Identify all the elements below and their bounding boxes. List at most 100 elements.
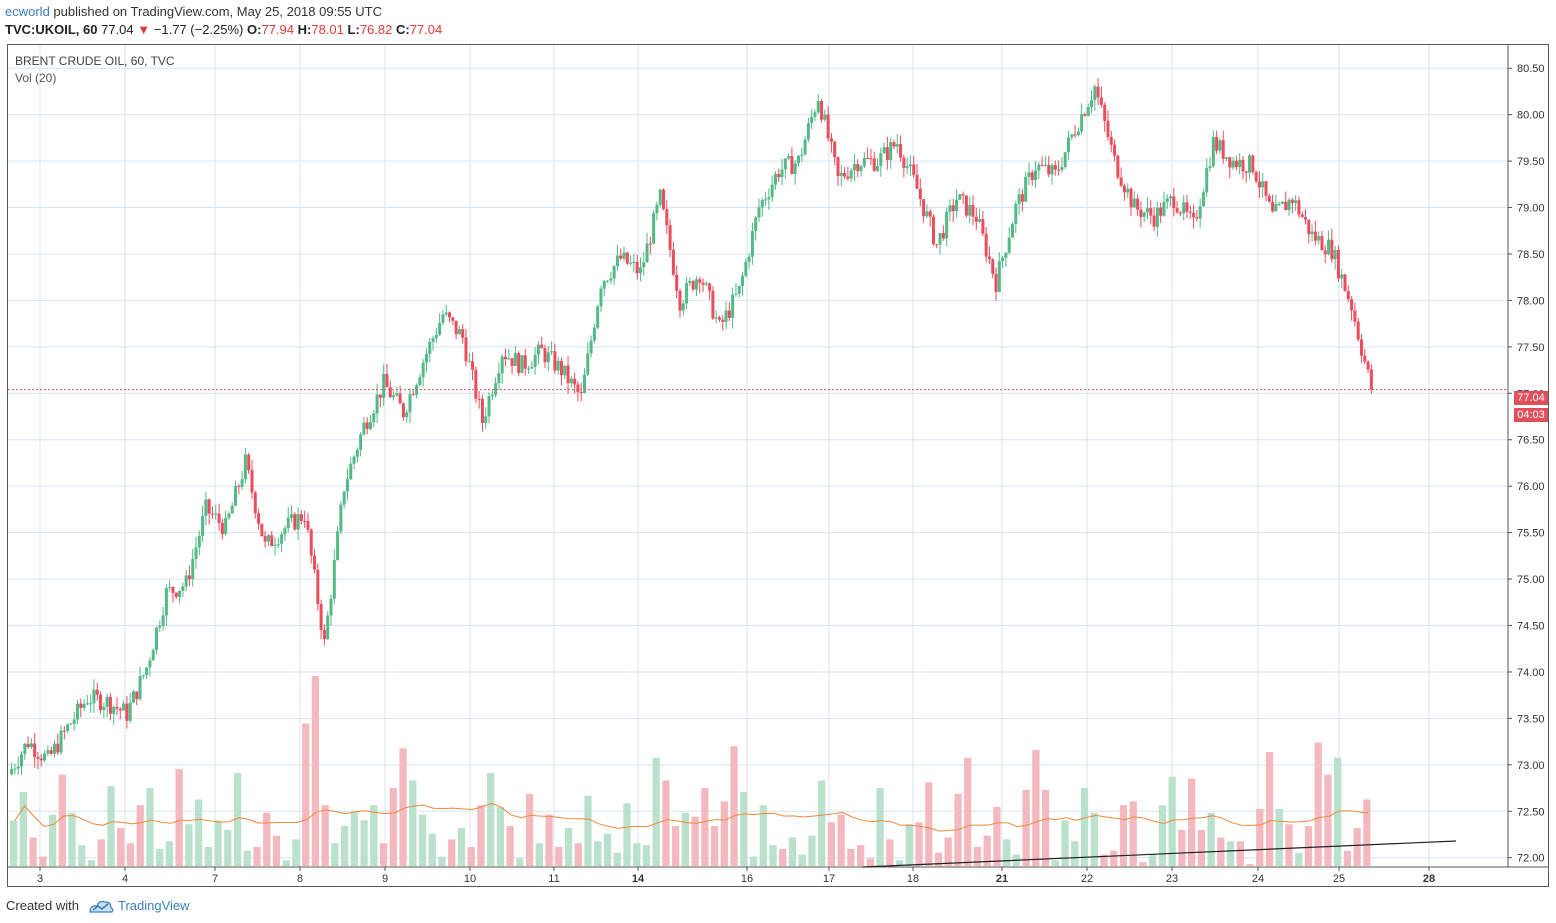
candle-body [151, 649, 155, 661]
candle-body [168, 587, 172, 589]
volume-bar [934, 852, 943, 866]
candle-body [33, 743, 37, 757]
candle [1152, 207, 1156, 232]
y-tick-label: 73.00 [1517, 760, 1545, 772]
volume-bar [1080, 788, 1089, 866]
candle [99, 691, 103, 715]
candle [181, 582, 185, 597]
y-axis-ticks: 72.00 72.50 73.00 73.50 74.00 74.50 75.00 75.50… [1508, 63, 1545, 865]
candle-body [1030, 172, 1034, 181]
x-tick-label: 24 [1252, 873, 1264, 885]
candle-body [1073, 134, 1077, 136]
candle [13, 763, 17, 775]
x-tick-label: 8 [297, 873, 303, 885]
chart-frame[interactable] [7, 44, 1549, 887]
candle [862, 152, 866, 169]
candle-body [1080, 114, 1084, 132]
candle [1050, 162, 1054, 185]
candle-body [688, 281, 692, 283]
candle-body [471, 361, 475, 370]
volume-bar [331, 843, 339, 866]
candle-body [935, 244, 939, 246]
volume-bar [1363, 799, 1371, 866]
y-tick-label: 79.00 [1517, 203, 1545, 215]
candle [599, 285, 603, 312]
candle-body [289, 514, 293, 518]
candle-body [309, 529, 313, 556]
tradingview-link[interactable]: TradingView [118, 898, 190, 913]
candle [928, 208, 932, 227]
candle-body [1343, 274, 1347, 292]
candle [889, 137, 893, 169]
volume-bar [1314, 742, 1322, 866]
y-tick-label: 76.50 [1517, 435, 1545, 447]
candle [770, 175, 774, 202]
candle-body [1093, 86, 1097, 101]
candle-body [711, 290, 715, 319]
candle-body [856, 163, 860, 172]
candle [1145, 197, 1149, 220]
y-tick-label: 75.00 [1517, 574, 1545, 586]
candle-body [987, 256, 991, 260]
candle [872, 151, 876, 173]
candle-body [345, 479, 349, 492]
candle [658, 188, 662, 208]
candle [958, 193, 962, 201]
volume-bar [1304, 826, 1313, 866]
candle [174, 592, 178, 599]
volume-bar [19, 791, 27, 866]
candle [322, 624, 326, 645]
volume-bar [818, 780, 826, 866]
candle [92, 679, 96, 713]
candle [757, 198, 761, 223]
candle [711, 286, 715, 320]
candle [1007, 227, 1011, 255]
candle [941, 225, 945, 241]
candle-body [286, 517, 290, 529]
y-tick-label: 78.00 [1517, 295, 1545, 307]
candle-body [754, 217, 758, 232]
volume-bar [224, 829, 232, 866]
candle-body [1145, 208, 1149, 213]
candle-body [467, 361, 471, 363]
candle-body [1307, 219, 1311, 235]
candle [688, 277, 692, 287]
candle [849, 168, 853, 183]
candle [694, 276, 698, 297]
candle-body [648, 243, 652, 245]
candle [717, 315, 721, 322]
candle-body [556, 360, 560, 371]
volume-bar [827, 822, 836, 866]
author-link[interactable]: ecworld [5, 4, 50, 19]
candle [75, 699, 79, 725]
candle-body [217, 513, 221, 523]
price-chart[interactable]: 72.00 72.50 73.00 73.50 74.00 74.50 75.00 75.50… [0, 0, 1556, 890]
volume-bar [1032, 750, 1040, 866]
candle-body [336, 531, 340, 560]
candle [247, 452, 251, 474]
candle [250, 460, 254, 499]
candle-body [1346, 291, 1350, 300]
candle-body [912, 164, 916, 175]
candle-body [59, 730, 63, 753]
candle [16, 756, 20, 776]
symbol-bar: TVC:UKOIL, 60 77.04 ▼ −1.77 (−2.25%) O:7… [5, 22, 442, 37]
x-tick-label: 25 [1333, 873, 1345, 885]
candle [23, 742, 27, 760]
candle [879, 147, 883, 177]
volume-bar [399, 748, 407, 866]
candle-body [553, 351, 557, 371]
candle-body [810, 116, 814, 124]
candle [1165, 194, 1169, 209]
close-label: C: [395, 22, 410, 37]
candle [345, 468, 349, 501]
volume-bar [418, 814, 427, 866]
candle-body [247, 454, 251, 471]
candle-body [826, 114, 830, 139]
volume-bar [1236, 841, 1244, 866]
candle [675, 265, 679, 299]
candle [487, 392, 491, 424]
volume-bar [370, 805, 378, 866]
candle-body [178, 590, 182, 597]
tradingview-logo-icon[interactable] [88, 898, 114, 919]
